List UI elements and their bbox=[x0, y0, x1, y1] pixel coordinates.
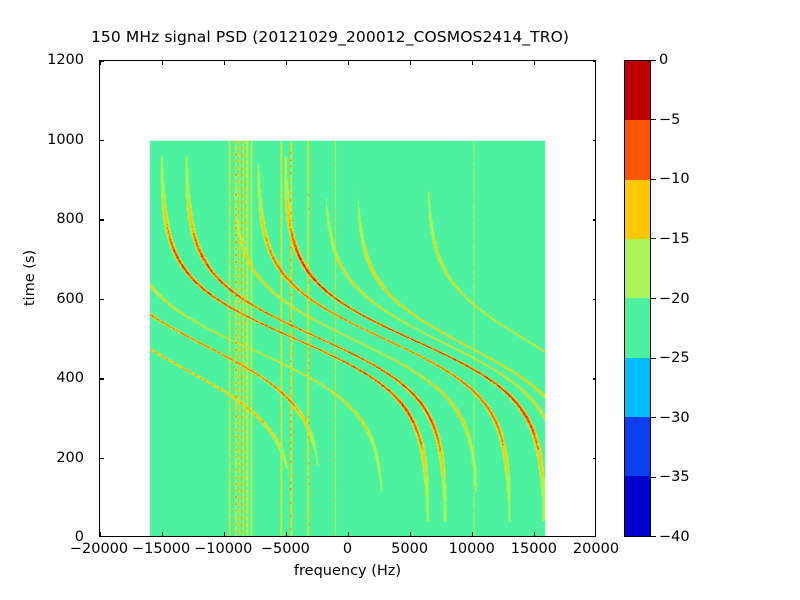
x-tick-mark bbox=[285, 532, 287, 536]
x-tick-mark bbox=[223, 532, 225, 536]
x-axis-title: frequency (Hz) bbox=[293, 563, 402, 579]
colorbar-tick-label: −15 bbox=[659, 230, 690, 247]
y-tick-mark bbox=[100, 378, 104, 380]
x-tick-mark bbox=[472, 532, 474, 536]
y-tick-label: 1000 bbox=[47, 131, 84, 148]
chart-title: 150 MHz signal PSD (20121029_200012_COSM… bbox=[90, 28, 570, 46]
x-axis-tick-labels: −20000 −15000 −10000 −5000 0 5000 10000 15000 20… bbox=[70, 541, 619, 565]
x-tick-label: −5000 bbox=[260, 541, 310, 557]
colorbar-tick-mark bbox=[651, 535, 656, 537]
x-tick-mark-top bbox=[285, 61, 287, 65]
colorbar-tick-label: −10 bbox=[659, 171, 690, 188]
colorbar-segment bbox=[625, 238, 650, 299]
colorbar-tick-mark bbox=[651, 238, 656, 240]
x-tick-mark-top bbox=[100, 61, 101, 65]
x-tick-label: −15000 bbox=[131, 541, 191, 557]
y-tick-label: 600 bbox=[56, 290, 84, 307]
x-tick-mark bbox=[100, 532, 101, 536]
colorbar-tick-label: −5 bbox=[659, 111, 681, 128]
y-tick-label: 0 bbox=[74, 529, 84, 545]
colorbar-tick-label: −30 bbox=[659, 409, 690, 426]
y-tick-mark-right bbox=[593, 61, 595, 62]
colorbar-segment bbox=[625, 476, 650, 536]
x-tick-mark bbox=[410, 532, 412, 536]
x-tick-mark-top bbox=[161, 61, 163, 65]
y-axis-tick-labels: 0 200 400 600 800 1000 1200 bbox=[0, 52, 94, 545]
plot-axes-area[interactable] bbox=[99, 60, 596, 537]
colorbar-tick-label: −20 bbox=[659, 290, 690, 307]
x-tick-label: 5000 bbox=[391, 541, 429, 557]
x-tick-label: 10000 bbox=[448, 541, 495, 557]
colorbar-segment bbox=[625, 298, 650, 359]
x-tick-mark bbox=[347, 532, 350, 536]
x-tick-label: 15000 bbox=[510, 541, 557, 557]
colorbar-tick-mark bbox=[651, 119, 656, 121]
colorbar-tick-label: −25 bbox=[659, 350, 690, 367]
colorbar-tick-label: 0 bbox=[659, 52, 669, 68]
x-tick-label: 0 bbox=[342, 541, 353, 557]
y-tick-mark-right bbox=[593, 139, 595, 142]
colorbar-segment bbox=[625, 416, 650, 477]
x-tick-mark-top bbox=[223, 61, 225, 65]
x-tick-label: −10000 bbox=[194, 541, 253, 557]
y-tick-mark bbox=[100, 61, 104, 62]
y-tick-label: 1200 bbox=[47, 52, 84, 68]
y-tick-mark-right bbox=[593, 298, 595, 301]
colorbar-tick-labels: 0 −5 −10 −15 −20 −25 −30 −35 −40 bbox=[651, 52, 711, 545]
y-tick-mark bbox=[100, 298, 104, 301]
y-tick-label: 200 bbox=[56, 449, 84, 466]
y-tick-label: 400 bbox=[56, 370, 84, 386]
colorbar[interactable] bbox=[624, 60, 651, 537]
x-tick-mark-top bbox=[347, 61, 350, 65]
x-tick-mark-top bbox=[472, 61, 474, 65]
colorbar-tick-mark bbox=[651, 297, 656, 300]
x-tick-mark bbox=[161, 532, 163, 536]
colorbar-tick-mark bbox=[651, 60, 656, 62]
colorbar-tick-label: −35 bbox=[659, 469, 690, 486]
y-tick-mark bbox=[100, 139, 104, 142]
x-tick-mark-top bbox=[410, 61, 412, 65]
colorbar-segment bbox=[625, 179, 650, 240]
colorbar-segment bbox=[625, 61, 650, 121]
y-tick-mark bbox=[100, 457, 104, 460]
spectrogram-image bbox=[100, 61, 595, 536]
x-tick-mark-top bbox=[534, 61, 536, 65]
y-tick-mark-right bbox=[593, 219, 595, 221]
x-tick-label: −20000 bbox=[69, 541, 129, 557]
colorbar-tick-mark bbox=[651, 357, 656, 359]
y-tick-label: 800 bbox=[56, 211, 84, 227]
y-tick-mark-right bbox=[593, 378, 595, 380]
colorbar-tick-mark bbox=[651, 178, 656, 180]
colorbar-tick-mark bbox=[651, 417, 656, 419]
colorbar-tick-mark bbox=[651, 476, 656, 478]
y-tick-mark bbox=[100, 219, 104, 221]
colorbar-segment bbox=[625, 120, 650, 181]
colorbar-segment bbox=[625, 357, 650, 418]
x-tick-mark bbox=[534, 532, 536, 536]
colorbar-tick-label: −40 bbox=[659, 529, 690, 545]
x-tick-label: 20000 bbox=[572, 541, 620, 557]
y-tick-mark-right bbox=[593, 457, 595, 460]
y-axis-title: time (s) bbox=[22, 249, 38, 307]
